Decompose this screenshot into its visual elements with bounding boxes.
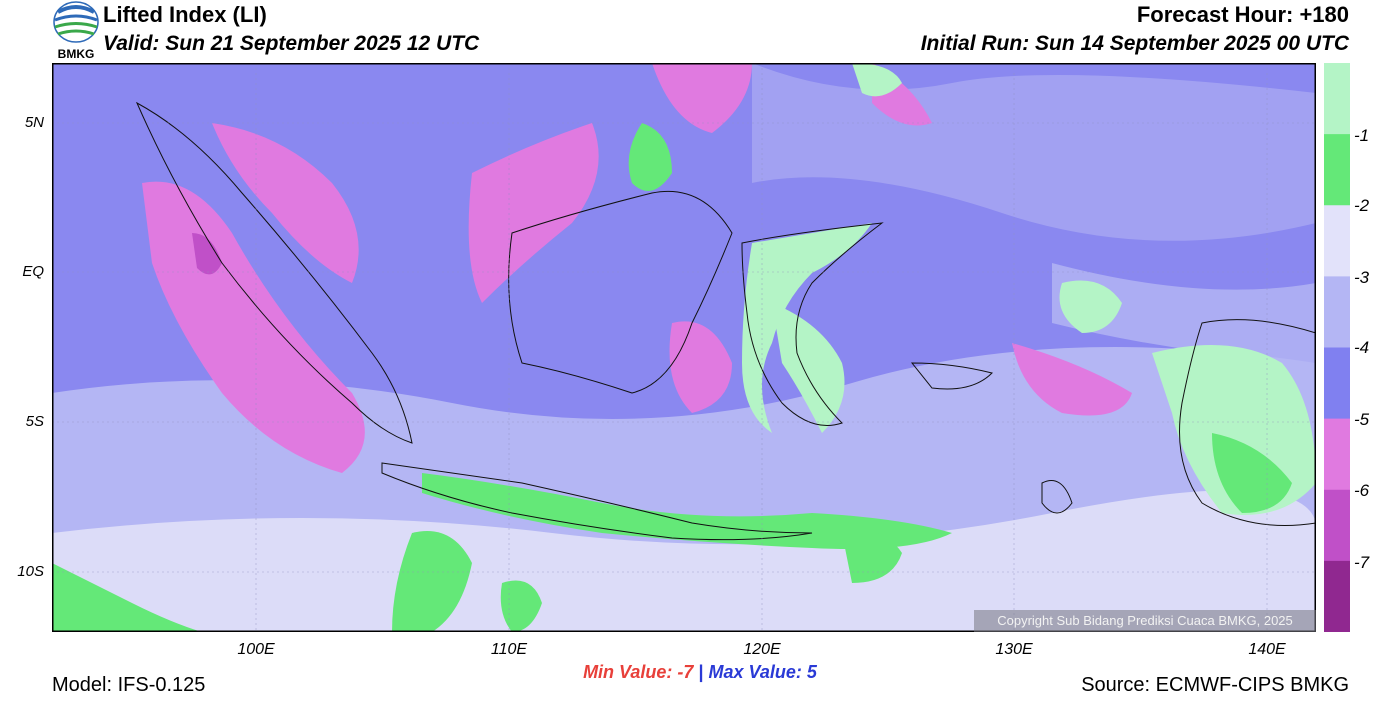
lat-label-5s: 5S — [25, 413, 44, 430]
map-title: Lifted Index (LI) — [103, 2, 267, 27]
logo-text: BMKG — [58, 47, 95, 60]
li-map — [52, 63, 1316, 632]
colorbar-label: -6 — [1354, 481, 1370, 500]
source-label: Source: ECMWF-CIPS BMKG — [1081, 674, 1349, 696]
bmkg-logo: BMKG — [53, 1, 99, 60]
colorbar-label: -4 — [1354, 338, 1370, 357]
initial-run: Initial Run: Sun 14 September 2025 00 UT… — [920, 32, 1349, 55]
max-value: 5 — [806, 662, 817, 682]
min-max-separator: | — [698, 662, 704, 682]
colorbar-label: -3 — [1354, 268, 1370, 287]
lon-label-120e: 120E — [743, 641, 781, 658]
colorbar-label: -7 — [1354, 553, 1370, 572]
colorbar-band — [1324, 489, 1350, 562]
colorbar-band — [1324, 134, 1350, 206]
colorbar-band — [1324, 276, 1350, 349]
copyright-note: Copyright Sub Bidang Prediksi Cuaca BMKG… — [974, 610, 1316, 632]
colorbar-band — [1324, 205, 1350, 277]
colorbar-band — [1324, 418, 1350, 491]
forecast-hour: Forecast Hour: +180 — [1136, 2, 1349, 27]
model-label: Model: IFS-0.125 — [52, 674, 206, 696]
min-value: -7 — [677, 662, 694, 682]
lat-label-5n: 5N — [24, 114, 44, 131]
colorbar-band — [1324, 63, 1350, 135]
min-max-readout: Min Value: -7 | Max Value: 5 — [0, 662, 1400, 683]
lon-label-100e: 100E — [237, 641, 275, 658]
valid-time: Valid: Sun 21 September 2025 12 UTC — [103, 32, 480, 55]
lon-label-140e: 140E — [1248, 641, 1286, 658]
lon-label-130e: 130E — [995, 641, 1033, 658]
colorbar-label: -1 — [1354, 126, 1370, 145]
min-label: Min Value: — [583, 662, 673, 682]
colorbar — [1324, 63, 1350, 632]
colorbar-label: -5 — [1354, 410, 1370, 429]
colorbar-band — [1324, 560, 1350, 632]
colorbar-band — [1324, 347, 1350, 420]
lat-label-10s: 10S — [17, 563, 44, 580]
max-label: Max Value: — [708, 662, 802, 682]
colorbar-label: -2 — [1354, 196, 1370, 215]
lon-label-110e: 110E — [490, 641, 528, 658]
lat-label-eq: EQ — [22, 263, 44, 280]
